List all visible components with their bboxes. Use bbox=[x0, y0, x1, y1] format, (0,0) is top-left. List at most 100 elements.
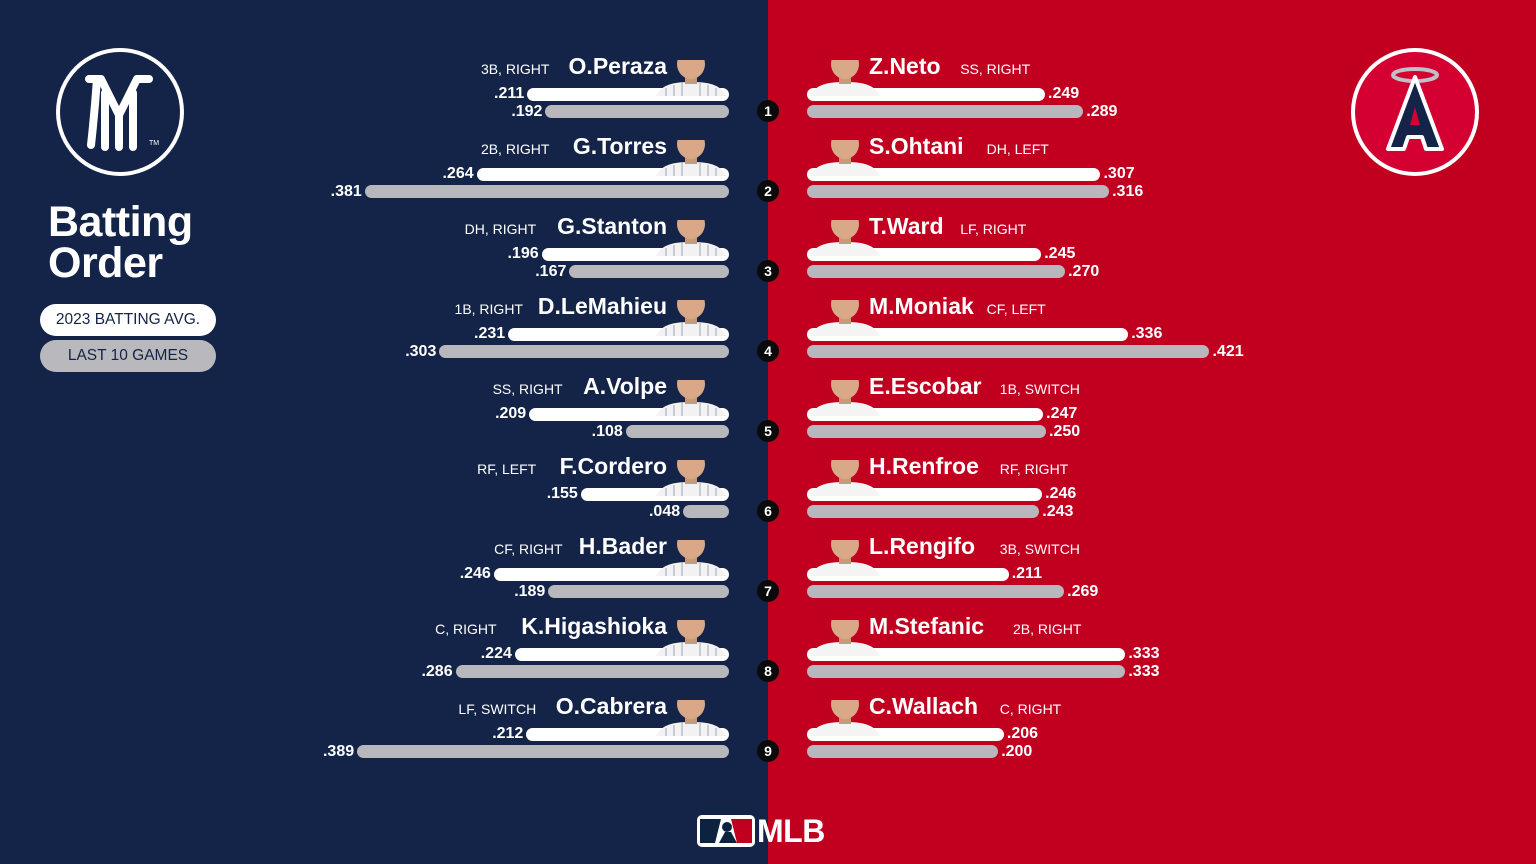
last10-value: .270 bbox=[1068, 263, 1100, 280]
last10-bar bbox=[364, 185, 729, 198]
player-headshot bbox=[652, 36, 730, 96]
season-value: .336 bbox=[1131, 325, 1163, 342]
last10-bar bbox=[807, 745, 999, 758]
player-position: 1B, SWITCH bbox=[999, 381, 1080, 397]
last10-bar bbox=[807, 265, 1066, 278]
player-position: RF, LEFT bbox=[477, 461, 537, 477]
player-position: C, RIGHT bbox=[999, 701, 1062, 717]
last10-bar bbox=[439, 345, 729, 358]
season-value: .333 bbox=[1128, 645, 1160, 662]
player-name: M.Stefanic bbox=[869, 613, 985, 639]
last10-bar bbox=[807, 585, 1065, 598]
last10-value: .200 bbox=[1001, 743, 1033, 760]
season-value: .264 bbox=[442, 165, 474, 182]
season-value: .246 bbox=[1045, 485, 1077, 502]
last10-bar bbox=[569, 265, 729, 278]
season-value: .231 bbox=[474, 325, 506, 342]
season-value: .211 bbox=[1011, 565, 1042, 582]
last10-value: .167 bbox=[535, 263, 567, 280]
last10-value: .189 bbox=[514, 583, 546, 600]
last10-bar bbox=[548, 585, 729, 598]
player-position: LF, RIGHT bbox=[960, 221, 1027, 237]
last10-value: .289 bbox=[1086, 103, 1118, 120]
season-value: .212 bbox=[492, 725, 524, 742]
player-headshot bbox=[806, 596, 884, 656]
season-value: .211 bbox=[494, 85, 525, 102]
batting-order-number: 4 bbox=[757, 340, 779, 362]
last10-value: .192 bbox=[511, 103, 543, 120]
player-name: H.Bader bbox=[578, 533, 667, 559]
player-position: LF, SWITCH bbox=[458, 701, 537, 717]
player-position: 2B, RIGHT bbox=[480, 141, 550, 157]
batting-order-number: 5 bbox=[757, 420, 779, 442]
last10-value: .286 bbox=[421, 663, 453, 680]
page-title-line: Batting bbox=[48, 198, 193, 246]
player-position: C, RIGHT bbox=[435, 621, 497, 637]
mlb-logo-icon bbox=[697, 815, 755, 847]
last10-bar bbox=[807, 105, 1084, 118]
last10-value: .421 bbox=[1212, 343, 1244, 360]
player-position: 2B, RIGHT bbox=[1013, 621, 1082, 637]
player-headshot bbox=[652, 516, 730, 576]
player-position: CF, RIGHT bbox=[494, 541, 563, 557]
player-name: T.Ward bbox=[869, 213, 944, 239]
player-headshot bbox=[806, 276, 884, 336]
player-name: H.Renfroe bbox=[869, 453, 979, 479]
player-position: 3B, SWITCH bbox=[999, 541, 1080, 557]
season-value: .307 bbox=[1103, 165, 1135, 182]
player-position: CF, LEFT bbox=[986, 301, 1046, 317]
last10-value: .243 bbox=[1042, 503, 1074, 520]
last10-bar bbox=[807, 505, 1040, 518]
player-headshot bbox=[652, 196, 730, 256]
mlb-wordmark: MLB bbox=[757, 813, 825, 849]
player-position: SS, RIGHT bbox=[492, 381, 563, 397]
last10-value: .250 bbox=[1049, 423, 1081, 440]
batting-order-number: 9 bbox=[757, 740, 779, 762]
page-title-line: Order bbox=[48, 239, 163, 287]
svg-text:TM: TM bbox=[149, 140, 159, 147]
last10-value: .303 bbox=[405, 343, 437, 360]
last10-value: .389 bbox=[322, 743, 355, 760]
last10-bar bbox=[455, 665, 729, 678]
batting-order-number: 8 bbox=[757, 660, 779, 682]
player-headshot bbox=[806, 116, 884, 176]
page-title: Batting Order bbox=[48, 198, 193, 287]
legend-season: 2023 BATTING AVG. bbox=[40, 304, 216, 336]
last10-bar bbox=[625, 425, 729, 438]
player-headshot bbox=[806, 516, 884, 576]
angels-logo bbox=[1351, 48, 1479, 176]
season-bar bbox=[807, 328, 1129, 341]
season-value: .245 bbox=[1044, 245, 1076, 262]
last10-value: .316 bbox=[1112, 183, 1144, 200]
season-bar bbox=[807, 168, 1101, 181]
player-headshot bbox=[806, 436, 884, 496]
last10-bar bbox=[807, 665, 1126, 678]
player-name: G.Torres bbox=[572, 133, 667, 159]
season-value: .209 bbox=[495, 405, 527, 422]
player-name: O.Cabrera bbox=[555, 693, 667, 719]
player-headshot bbox=[806, 356, 884, 416]
player-name: E.Escobar bbox=[869, 373, 982, 399]
player-headshot bbox=[652, 676, 730, 736]
player-headshot bbox=[652, 596, 730, 656]
player-name: D.LeMahieu bbox=[537, 293, 667, 319]
player-position: DH, RIGHT bbox=[464, 221, 537, 237]
last10-bar bbox=[807, 345, 1210, 358]
player-name: F.Cordero bbox=[559, 453, 667, 479]
player-name: A.Volpe bbox=[583, 373, 667, 399]
season-value: .155 bbox=[546, 485, 578, 502]
season-value: .224 bbox=[480, 645, 512, 662]
batting-order-number: 3 bbox=[757, 260, 779, 282]
yankees-logo: TM bbox=[56, 48, 184, 176]
player-headshot bbox=[806, 36, 884, 96]
season-value: .246 bbox=[459, 565, 491, 582]
last10-bar bbox=[807, 425, 1046, 438]
player-headshot bbox=[806, 196, 884, 256]
player-position: 1B, RIGHT bbox=[454, 301, 523, 317]
season-value: .206 bbox=[1006, 725, 1039, 742]
player-name: C.Wallach bbox=[869, 693, 979, 719]
last10-value: .381 bbox=[330, 183, 362, 200]
player-headshot bbox=[652, 436, 730, 496]
player-name: K.Higashioka bbox=[521, 613, 667, 639]
batting-order-number: 7 bbox=[757, 580, 779, 602]
